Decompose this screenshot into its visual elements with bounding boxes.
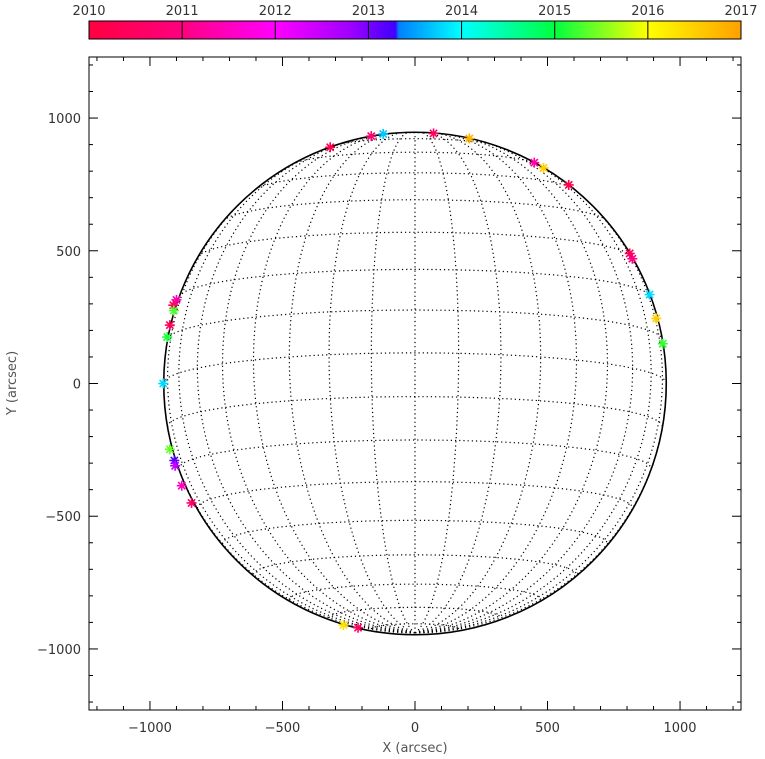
y-tick-label: 1000 (48, 112, 81, 127)
colorbar-tick-label: 2014 (445, 4, 478, 19)
parallel-line (221, 519, 609, 544)
data-point-marker (162, 332, 173, 343)
data-point-marker (353, 622, 364, 633)
meridian-line (288, 132, 416, 634)
data-point-marker (538, 162, 549, 173)
x-tick-label: 0 (411, 721, 419, 736)
data-point-marker (171, 294, 182, 305)
meridian-line (414, 131, 460, 634)
meridian-line (414, 145, 652, 634)
y-tick-label: 0 (73, 378, 81, 393)
data-point-marker (563, 179, 574, 190)
data-point-marker (657, 338, 668, 349)
x-tick-label: 1000 (663, 721, 696, 736)
meridian-line (252, 133, 416, 634)
x-tick-label: 500 (535, 721, 560, 736)
parallel-line (167, 395, 663, 427)
meridian-line (163, 383, 416, 634)
colorbar-tick-label: 2012 (259, 4, 292, 19)
data-point-marker (644, 289, 655, 300)
meridian-line (414, 383, 667, 634)
data-point-marker (158, 378, 169, 389)
parallel-line (292, 151, 538, 165)
data-points (158, 128, 668, 633)
colorbar-ticks: 2010 2011 2012 2013 2014 2015 2016 2017 (72, 4, 758, 39)
parallel-line (197, 231, 633, 257)
heliographic-grid (163, 131, 667, 634)
data-point-marker (176, 480, 187, 491)
data-point-marker (164, 320, 175, 331)
parallel-line (328, 606, 502, 618)
parallel-line (163, 352, 667, 384)
data-point-marker (164, 444, 175, 455)
plot-frame (88, 56, 742, 711)
data-point-marker (325, 142, 336, 153)
axis-ticks: −1000 −500 0 500 1000 −1000 −500 0 500 1000 (37, 57, 741, 736)
colorbar-tick-label: 2017 (724, 4, 757, 19)
meridian-line (370, 131, 416, 634)
parallel-line (255, 172, 575, 190)
meridian-line (414, 132, 542, 634)
data-point-marker (186, 497, 197, 508)
x-tick-label: −1000 (128, 721, 172, 736)
parallel-line (167, 309, 663, 340)
colorbar-tick-label: 2013 (352, 4, 385, 19)
colorbar-tick-label: 2011 (166, 4, 199, 19)
plot-area: −1000 −500 0 500 1000 −1000 −500 0 500 1000 (37, 56, 742, 736)
colorbar-tick-label: 2016 (631, 4, 664, 19)
colorbar-gradient (88, 20, 742, 40)
meridian-line (414, 137, 634, 634)
data-point-marker (170, 460, 181, 471)
y-tick-label: −500 (45, 510, 81, 525)
data-point-marker (378, 128, 389, 139)
y-tick-label: −1000 (37, 643, 81, 658)
parallel-line (178, 268, 652, 298)
data-point-marker (464, 133, 475, 144)
data-point-marker (627, 253, 638, 264)
x-axis-label: X (arcsec) (382, 741, 447, 756)
x-tick-label: −500 (265, 721, 301, 736)
data-point-marker (338, 620, 349, 631)
y-tick-label: 500 (56, 245, 81, 260)
y-axis-label: Y (arcsec) (5, 351, 20, 416)
meridian-line (414, 133, 578, 634)
meridian-line (221, 134, 416, 634)
data-point-marker (529, 157, 540, 168)
data-point-marker (366, 131, 377, 142)
data-point-marker (651, 313, 662, 324)
data-point-marker (428, 128, 439, 139)
colorbar: 2010 2011 2012 2013 2014 2015 2016 2017 (72, 4, 758, 40)
colorbar-tick-label: 2010 (72, 4, 105, 19)
parallel-line (334, 138, 496, 147)
colorbar-tick-label: 2015 (538, 4, 571, 19)
meridian-line (414, 134, 609, 634)
meridian-line (178, 145, 416, 634)
parallel-line (223, 199, 607, 222)
data-point-marker (168, 305, 179, 316)
meridian-line (196, 137, 416, 634)
parallel-line (196, 481, 634, 509)
